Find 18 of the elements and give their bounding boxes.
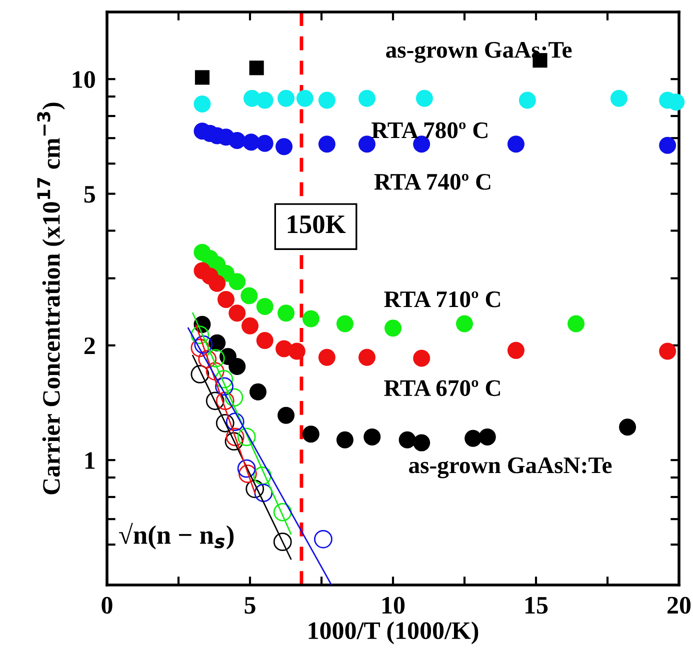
annotation: RTA 710º C	[384, 291, 500, 308]
x-tick-label: 0	[102, 596, 112, 614]
ref-line-label: 150K	[288, 215, 346, 234]
annotation: as-grown GaAsN:Te	[409, 457, 612, 478]
y-tick-label: 10	[72, 71, 95, 88]
y-tick-label: 2	[84, 338, 95, 354]
y-tick-label: 5	[84, 186, 95, 203]
x-axis-title: 1000/T (1000/K)	[308, 622, 478, 644]
annotation: √n(n − n$_{s}$)	[119, 522, 234, 550]
y-tick-label: 1	[85, 452, 95, 469]
x-tick-label: 20	[668, 596, 691, 614]
x-tick-label: 15	[526, 596, 548, 614]
annotation: RTA 780º C	[372, 122, 488, 138]
x-tick-label: 5	[244, 597, 256, 614]
annotation: RTA 740º C	[374, 174, 490, 190]
annotation: RTA 670º C	[384, 380, 500, 396]
y-axis-title: Carrier Concentration (x10$^{17}$ cm$^{−3}$)	[37, 102, 65, 494]
x-tick-label: 10	[382, 596, 405, 614]
